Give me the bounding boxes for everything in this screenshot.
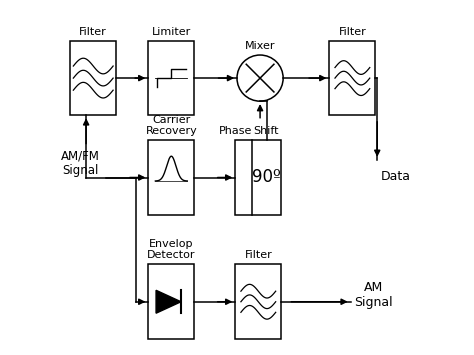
- Text: Filter: Filter: [338, 27, 366, 37]
- Bar: [148, 41, 194, 115]
- Text: Envelop
Detector: Envelop Detector: [147, 239, 196, 260]
- Circle shape: [237, 55, 283, 101]
- Text: Limiter: Limiter: [152, 27, 191, 37]
- Text: AM/FM
Signal: AM/FM Signal: [61, 149, 100, 177]
- Bar: [235, 264, 282, 339]
- Text: 90º: 90º: [252, 169, 281, 186]
- Text: Carrier
Recovery: Carrier Recovery: [146, 115, 197, 136]
- Bar: [235, 140, 282, 215]
- Text: AM
Signal: AM Signal: [354, 281, 393, 308]
- Bar: [329, 41, 375, 115]
- Text: Filter: Filter: [79, 27, 107, 37]
- Bar: [148, 140, 194, 215]
- Bar: [148, 264, 194, 339]
- Bar: [70, 41, 116, 115]
- Text: Filter: Filter: [245, 250, 272, 260]
- Text: Phase: Phase: [219, 126, 252, 136]
- Text: Mixer: Mixer: [245, 41, 275, 51]
- Text: Data: Data: [381, 170, 411, 184]
- Text: Shift: Shift: [254, 126, 279, 136]
- Polygon shape: [156, 290, 181, 313]
